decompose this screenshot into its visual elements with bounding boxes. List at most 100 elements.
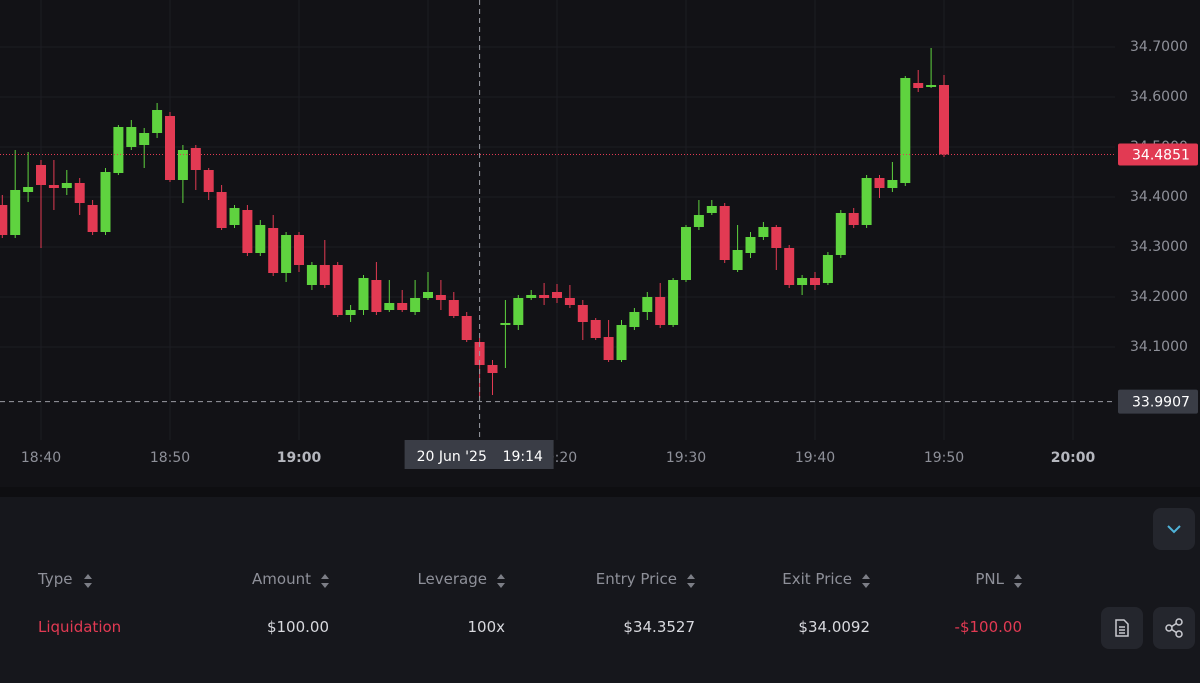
candle-body <box>229 208 240 225</box>
column-header[interactable]: Amount <box>252 570 311 588</box>
candle-body <box>564 298 575 305</box>
candle-body <box>294 235 304 265</box>
x-tick-label: 18:40 <box>21 450 61 466</box>
candle-body <box>539 295 550 298</box>
y-tick-label: 34.6000 <box>1130 89 1188 105</box>
crosshair-time-tag <box>404 440 554 469</box>
share-button[interactable] <box>1153 607 1195 649</box>
candle-body <box>810 278 820 285</box>
candle-body <box>281 235 292 273</box>
candle-body <box>500 323 511 325</box>
crosshair-date-label: 20 Jun '25 <box>417 449 487 465</box>
table-cell: $100.00 <box>266 618 329 636</box>
sort-icon[interactable] <box>687 573 695 589</box>
column-header[interactable]: Exit Price <box>782 570 852 588</box>
crosshair-time-label: 19:14 <box>503 449 543 465</box>
sort-icon[interactable] <box>321 573 329 589</box>
column-header[interactable]: Leverage <box>417 570 487 588</box>
candle-body <box>461 316 472 340</box>
candle-body <box>526 295 537 298</box>
candle-body <box>732 250 743 270</box>
last-price-tag <box>1118 143 1198 166</box>
y-tick-label: 34.4000 <box>1130 189 1188 205</box>
candle-body <box>255 225 266 253</box>
candle-body <box>332 265 343 315</box>
chart-background <box>0 0 1200 487</box>
candle-body <box>268 228 279 273</box>
candle-body <box>926 85 937 87</box>
column-header[interactable]: PNL <box>975 570 1004 588</box>
details-button[interactable] <box>1101 607 1143 649</box>
candle-body <box>655 297 666 325</box>
candle-body <box>552 292 562 298</box>
candle-body <box>216 192 227 228</box>
x-tick-label: 19:00 <box>277 450 322 466</box>
sort-icon[interactable] <box>497 573 505 589</box>
table-cell: $34.0092 <box>798 618 870 636</box>
candle-body <box>87 205 98 232</box>
candle-body <box>36 165 46 185</box>
candle-body <box>487 365 498 373</box>
candle-body <box>306 265 317 285</box>
candle-body <box>719 206 730 260</box>
candle-body <box>771 227 782 248</box>
candle-body <box>513 298 524 325</box>
candle-body <box>822 255 833 283</box>
collapse-button[interactable] <box>1153 508 1195 550</box>
candle-body <box>887 180 898 188</box>
candle-body <box>190 148 201 170</box>
y-tick-label: 34.1000 <box>1130 339 1188 355</box>
candle-body <box>681 227 691 280</box>
candle-body <box>629 312 640 327</box>
candle-body <box>23 187 34 192</box>
last-price-label: 34.4851 <box>1132 147 1190 163</box>
candle-body <box>48 185 59 188</box>
candle-body <box>74 183 85 203</box>
y-tick-label: 34.3000 <box>1130 239 1188 255</box>
y-tick-label: 34.2000 <box>1130 289 1188 305</box>
candle-body <box>423 292 433 298</box>
x-tick-label: 19:50 <box>924 450 964 466</box>
candle-body <box>900 78 911 183</box>
candle-body <box>913 83 924 88</box>
table-cell: Liquidation <box>38 618 122 636</box>
candle-body <box>603 337 614 360</box>
x-tick-label: 20:00 <box>1051 450 1096 466</box>
candle-body <box>242 210 253 253</box>
candle-body <box>319 265 330 285</box>
candle-body <box>745 237 756 253</box>
candle-body <box>758 227 769 237</box>
candle-body <box>139 133 150 145</box>
column-header[interactable]: Entry Price <box>595 570 677 588</box>
candle-body <box>177 150 188 180</box>
crosshair-price-tag <box>1118 389 1198 414</box>
candle-body <box>435 295 446 300</box>
sort-icon[interactable] <box>862 573 870 589</box>
candle-body <box>448 300 459 316</box>
table-cell: -$100.00 <box>954 618 1022 636</box>
candle-body <box>10 190 21 235</box>
candle-body <box>113 127 124 173</box>
candle-body <box>874 178 885 188</box>
column-header[interactable]: Type <box>38 570 73 588</box>
candle-body <box>410 298 421 312</box>
candle-body <box>642 297 653 312</box>
candle-body <box>0 205 8 235</box>
x-tick-label: 19:40 <box>795 450 835 466</box>
chevron-icon <box>1167 525 1181 534</box>
table-cell: $34.3527 <box>623 618 695 636</box>
candle-body <box>848 213 859 225</box>
candle-body <box>835 213 846 255</box>
candle-body <box>152 110 163 133</box>
candle-body <box>861 178 872 225</box>
y-tick-label: 34.7000 <box>1130 39 1188 55</box>
candle-body <box>165 116 175 180</box>
sort-icon[interactable] <box>1014 573 1022 589</box>
x-tick-label: 18:50 <box>150 450 190 466</box>
positions-panel: Type Amount Leverage Entry Price Exit Price P… <box>0 497 1200 683</box>
candle-body <box>590 320 601 338</box>
candle-body <box>397 303 408 310</box>
candle-body <box>577 305 588 322</box>
sort-icon[interactable] <box>84 573 92 589</box>
